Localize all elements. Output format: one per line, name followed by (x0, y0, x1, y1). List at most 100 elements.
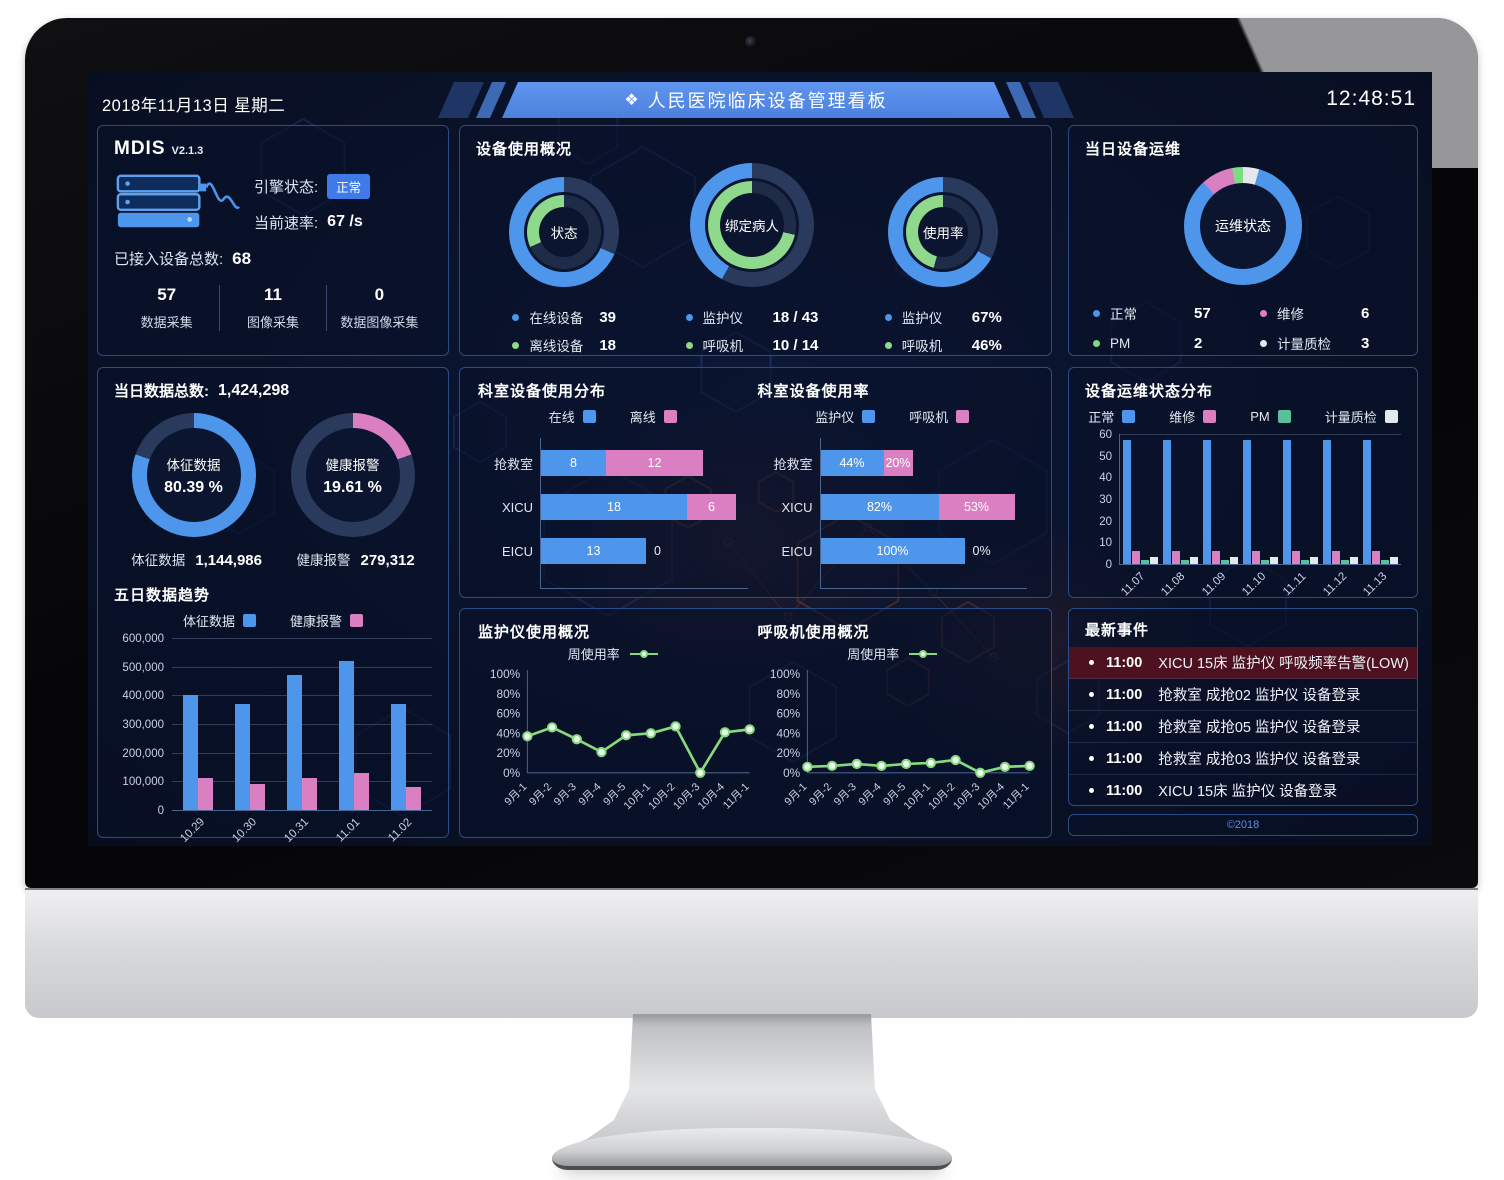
dept-distribution-chart: 科室设备使用分布 在线 离线 抢救室 8 12 XICU 18 6 EICU 13 0 (476, 380, 756, 589)
chart-legend: 在线 离线 (478, 407, 748, 426)
stat-label: 健康报警 (296, 553, 351, 568)
legend-item: 在线设备 39 (512, 307, 616, 327)
bar-value-label: 0% (972, 544, 991, 558)
bar-group (1323, 440, 1359, 564)
svgy: 100% (769, 667, 800, 681)
legend-dot-icon (1093, 309, 1100, 317)
stat-column: 11 图像采集 (219, 285, 325, 331)
mdis-kv: 引擎状态: 正常 当前速率: 67 /s (254, 173, 371, 233)
bullet-icon (1089, 724, 1094, 729)
legend-dot-icon (1093, 339, 1100, 347)
circle (826, 760, 837, 772)
donut-chart: 体征数据 80.39 % (131, 413, 256, 537)
y-axis-tick-label: 200,000 (122, 747, 164, 760)
bar (1292, 551, 1301, 564)
legend-value: 2 (1194, 334, 1203, 352)
svgx: 11月-1 (721, 781, 752, 812)
panel-device-usage: 设备使用概况 状态 在线设备 39 离线设备 18 绑定病人 监护仪 18 / 43 呼吸机 10… (459, 125, 1052, 356)
connected-devices-label: 已接入设备总数: (114, 251, 224, 268)
bar (1122, 440, 1131, 564)
legend-label: 正常 (1088, 410, 1115, 425)
bar-segment: 6 (687, 494, 736, 520)
legend-label: PM (1110, 335, 1131, 351)
connected-devices-row: 已接入设备总数: 68 (114, 248, 432, 269)
circle (596, 746, 607, 758)
category-label: EICU (501, 543, 533, 559)
event-text: 抢救室 成抢05 监护仪 设备登录 (1158, 720, 1361, 736)
event-text: 抢救室 成抢03 监护仪 设备登录 (1158, 752, 1361, 768)
event-text: XICU 15床 监护仪 呼吸频率告警(LOW) (1158, 656, 1409, 672)
ventilator-usage-chart: 呼吸机使用概况 周使用率 0% 20% 40% 60% 80% 100% 9月-1 9月-2 9… (756, 621, 1036, 823)
circle (187, 217, 192, 222)
rect (116, 193, 201, 211)
bar (1372, 551, 1381, 564)
event-row: 11:00 抢救室 成抢03 监护仪 设备登录 (1069, 743, 1417, 775)
circle (571, 734, 582, 745)
event-time: 11:00 (1106, 686, 1143, 703)
donut-center: 体征数据 80.39 % (146, 428, 241, 522)
legend-square-icon (350, 614, 364, 627)
gridline (172, 724, 432, 725)
legend-label: 健康报警 (290, 614, 343, 629)
circle (744, 724, 755, 735)
category-label: XICU (501, 499, 533, 515)
x-axis-tick: 11.09 (1200, 567, 1240, 599)
svgx: 10月-4 (975, 781, 1006, 812)
chart-title: 科室设备使用分布 (478, 383, 607, 400)
stacked-bar: 100% 0% (820, 538, 991, 564)
plot-area: 0 100,000 200,000 300,000 400,000 500,000 600,… (122, 633, 432, 817)
stat-pair: 体征数据 1,144,986 (131, 549, 262, 570)
circle (851, 758, 862, 770)
webcam-icon (745, 36, 757, 48)
legend-square-icon (862, 410, 876, 423)
connected-devices-value: 68 (232, 248, 252, 268)
polyline (526, 725, 750, 775)
donut-chart: 状态 (509, 177, 620, 287)
svgx: 9月-4 (856, 781, 883, 808)
chart-title: 呼吸机使用概况 (757, 624, 870, 641)
stat-pair: 健康报警 279,312 (297, 549, 415, 570)
mdis-mid: 引擎状态: 正常 当前速率: 67 /s (114, 170, 432, 236)
event-time: 11:00 (1106, 654, 1143, 671)
event-time: 11:00 (1106, 718, 1143, 735)
stacked-bar: 44% 20% (820, 450, 913, 476)
bar-group (339, 661, 369, 810)
legend-label: 监护仪 (901, 311, 943, 326)
legend-item: 呼吸机 (909, 407, 970, 426)
donut-chart: 使用率 (888, 177, 999, 287)
donut-center-label: 绑定病人 (719, 193, 784, 257)
gridline (172, 638, 432, 639)
chart-title: 科室设备使用率 (757, 383, 870, 400)
panel-data-today: 当日数据总数: 1,424,298 体征数据 80.39 % 健康报警 19.61 %… (97, 367, 449, 845)
engine-status-badge: 正常 (327, 173, 371, 199)
x-axis-tick: 11.10 (1240, 567, 1280, 599)
legend-dot-icon (1260, 339, 1267, 347)
svgx: 9月-3 (831, 781, 858, 808)
donut-chart: 健康报警 19.61 % (290, 413, 415, 537)
x-axis-tick: 11.08 (1159, 567, 1199, 599)
legend-square-icon (582, 410, 596, 423)
circle (999, 761, 1010, 773)
bar (1332, 551, 1341, 564)
rect (117, 212, 200, 228)
legend-item: 计量质检 (1325, 407, 1398, 426)
monitor-stand-base (552, 1128, 952, 1170)
half-row: 监护仪使用概况 周使用率 0% 20% 40% 60% 80% 100% 9月-1 9月-2 9… (476, 621, 1035, 823)
donut-group: 使用率 监护仪 67% 呼吸机 46% (884, 177, 1002, 355)
bar-row: EICU 13 0 (502, 538, 748, 564)
bar (354, 773, 369, 810)
bar-row: 抢救室 44% 20% (773, 450, 1028, 476)
legend-label: 周使用率 (567, 647, 620, 662)
category-label: EICU (781, 543, 813, 559)
bar-segment: 53% (938, 494, 1015, 520)
bars-layer (1120, 434, 1401, 564)
bar (1341, 560, 1350, 564)
donut-center-value: 80.39 % (164, 478, 223, 496)
legend-value: 67% (971, 308, 1002, 326)
donut-center-label: 运维状态 (1200, 183, 1286, 269)
circle (900, 758, 911, 770)
panel-mdis: MDIS V2.1.3 引擎状态: 正常 (97, 125, 449, 356)
bar (250, 784, 265, 810)
event-time: 11:00 (1106, 750, 1143, 767)
